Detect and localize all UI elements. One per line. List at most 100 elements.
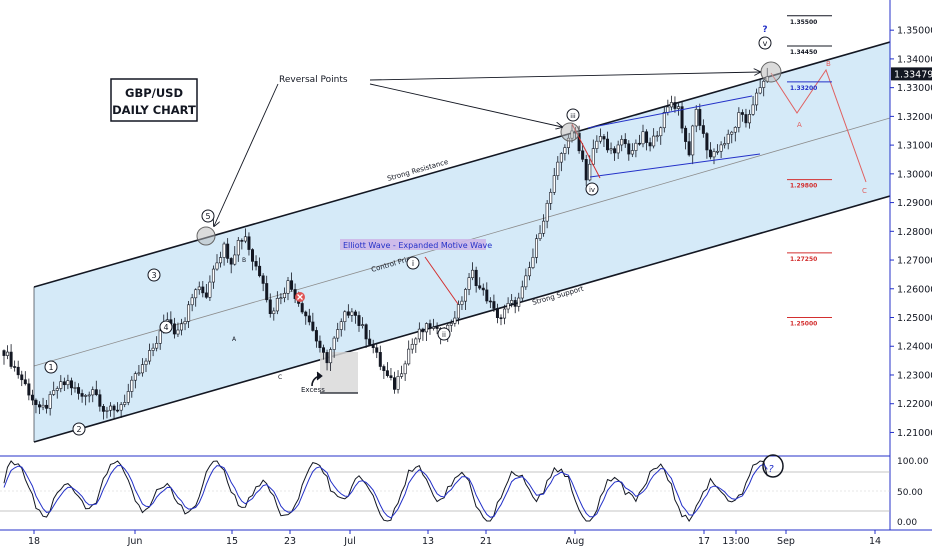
candle-bearish [613, 148, 617, 154]
candle-bullish [339, 321, 343, 330]
candle-bullish [279, 297, 283, 300]
candle-bullish [126, 391, 130, 403]
last-price-badge [891, 67, 932, 81]
candle-bullish [588, 163, 592, 181]
candle-bullish [233, 254, 237, 265]
candle-bearish [101, 406, 105, 412]
wave-v-label: v [763, 39, 768, 48]
candle-bullish [630, 150, 634, 155]
candle-bearish [421, 328, 425, 333]
candle-bearish [290, 280, 294, 290]
wave-4-label: 4 [163, 323, 168, 332]
candle-bullish [190, 297, 194, 306]
candle-bullish [424, 323, 428, 333]
excess-label: Excess [301, 386, 325, 394]
wave-5-circle [201, 209, 215, 223]
candle-bearish [20, 374, 24, 381]
candle-bearish [80, 393, 84, 397]
candle-bearish [705, 133, 709, 151]
candle-bullish [66, 380, 70, 386]
candle-bullish [332, 337, 336, 350]
candle-bullish [55, 388, 59, 391]
candle-bearish [428, 323, 432, 329]
candle-bullish [222, 243, 226, 258]
wave-1-circle [44, 360, 58, 374]
candle-bullish [52, 390, 56, 395]
candle-bearish [9, 351, 13, 367]
reversal-point-marker-1 [196, 226, 216, 246]
candle-bullish [534, 238, 538, 258]
candle-bullish [84, 395, 88, 397]
candle-bullish [180, 323, 184, 331]
candle-bullish [417, 328, 421, 340]
candle-bullish [694, 109, 698, 127]
candle-bullish [733, 127, 737, 133]
candle-bearish [254, 261, 258, 267]
fib-level-label: 1.34450 [790, 49, 817, 56]
candle-bullish [183, 321, 187, 325]
candle-bearish [584, 159, 588, 181]
wave-v-question-mark: ? [762, 25, 767, 35]
candle-bullish [669, 102, 673, 108]
oscillator-d-line [3, 463, 768, 519]
candle-bullish [676, 106, 680, 109]
candle-bearish [2, 350, 6, 356]
chart-title-box [110, 78, 198, 122]
candle-bearish [435, 326, 439, 329]
candle-bearish [627, 143, 631, 155]
candle-bullish [350, 311, 354, 316]
forecast-abc-path [770, 68, 867, 183]
time-tick-label: Jul [343, 536, 355, 547]
candle-bearish [645, 131, 649, 143]
osc-tick-100: 100.00 [897, 457, 929, 467]
candle-bullish [148, 350, 152, 362]
candle-bullish [396, 376, 400, 390]
candle-bullish [659, 127, 663, 137]
candle-bullish [400, 373, 404, 377]
candle-bearish [314, 330, 318, 342]
candle-bullish [719, 144, 723, 152]
candle-bullish [510, 300, 514, 304]
wave-iii-label: iii [570, 112, 576, 120]
candle-bearish [251, 249, 255, 262]
channel-lower-line [33, 195, 891, 443]
candle-bullish [336, 329, 340, 339]
candle-bearish [485, 289, 489, 302]
candle-bearish [240, 240, 244, 242]
forecast-label-a: A [797, 121, 802, 129]
candle-bullish [549, 191, 553, 204]
candle-bullish [460, 300, 464, 305]
candle-bullish [545, 203, 549, 222]
candle-bullish [609, 148, 613, 151]
candle-bullish [194, 289, 198, 299]
elliott-wave-label-bg [340, 239, 486, 250]
candle-bearish [605, 138, 609, 151]
chart-title-line-2: DAILY CHART [112, 103, 196, 117]
candle-bearish [30, 394, 34, 401]
candle-bullish [432, 326, 436, 329]
candle-bearish [385, 370, 389, 376]
candle-bearish [229, 258, 233, 265]
invalidation-x-mark-icon [297, 294, 303, 300]
candle-bearish [77, 387, 81, 394]
forecast-label-c: C [862, 187, 867, 195]
candle-bullish [616, 144, 620, 154]
candle-bearish [364, 324, 368, 340]
candle-bullish [158, 330, 162, 344]
candle-bearish [602, 136, 606, 140]
chart-title-line-1: GBP/USD [125, 86, 183, 100]
candle-bullish [187, 304, 191, 322]
candle-bearish [392, 377, 396, 390]
candle-bearish [346, 311, 350, 316]
candle-bearish [478, 285, 482, 289]
candle-bullish [105, 409, 109, 412]
fib-level-label: 1.27250 [790, 256, 817, 263]
candle-bullish [538, 232, 542, 240]
candle-bearish [513, 300, 517, 307]
candle-bullish [155, 343, 159, 349]
candle-bullish [87, 394, 91, 397]
reversal-point-marker-3 [760, 61, 782, 83]
triangle-lower-line [589, 153, 761, 178]
candle-bullish [463, 289, 467, 302]
